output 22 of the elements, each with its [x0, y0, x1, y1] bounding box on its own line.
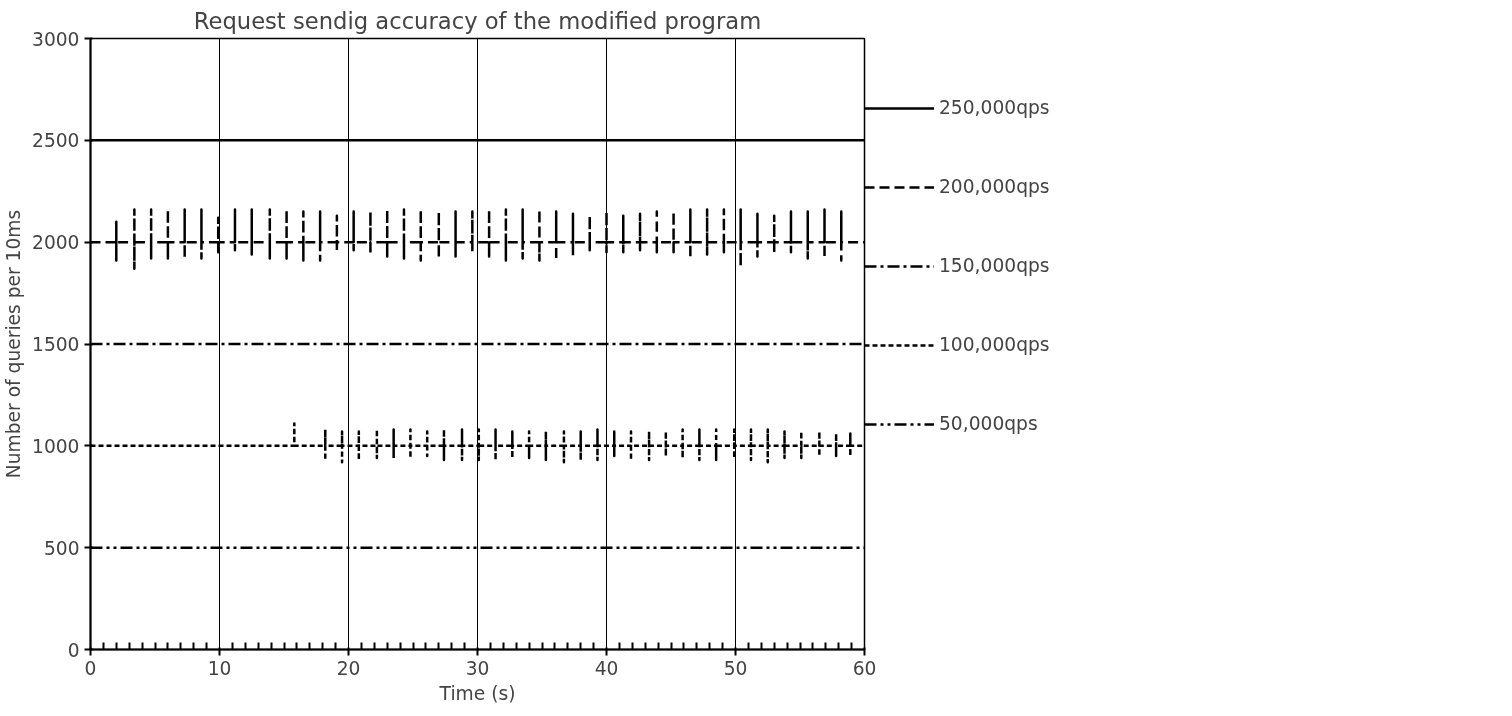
y-tick-label: 3000: [32, 28, 80, 50]
legend-label: 50,000qps: [939, 413, 1038, 434]
y-tick-label: 500: [43, 537, 80, 559]
x-tick-label: 40: [594, 657, 619, 679]
x-tick-label: 10: [207, 657, 232, 679]
x-tick-label: 30: [465, 657, 490, 679]
y-axis-title: Number of queries per 10ms: [3, 209, 25, 479]
y-tick-label: 2000: [32, 232, 80, 254]
x-tick-label: 0: [84, 657, 97, 679]
y-tick-label: 0: [67, 639, 80, 661]
y-tick-label: 1500: [32, 334, 80, 355]
legend-label: 150,000qps: [939, 255, 1050, 276]
legend-label: 250,000qps: [939, 97, 1050, 118]
x-tick-label: 20: [336, 657, 361, 679]
legend-label: 100,000qps: [939, 334, 1050, 355]
chart-title: Request sendig accuracy of the modified program: [193, 7, 762, 34]
y-tick-label: 1000: [32, 435, 80, 457]
x-axis-title: Time (s): [438, 682, 516, 704]
y-tick-label: 2500: [32, 130, 80, 152]
x-tick-label: 60: [852, 657, 877, 679]
x-tick-label: 50: [723, 657, 748, 679]
legend-label: 200,000qps: [939, 176, 1050, 197]
